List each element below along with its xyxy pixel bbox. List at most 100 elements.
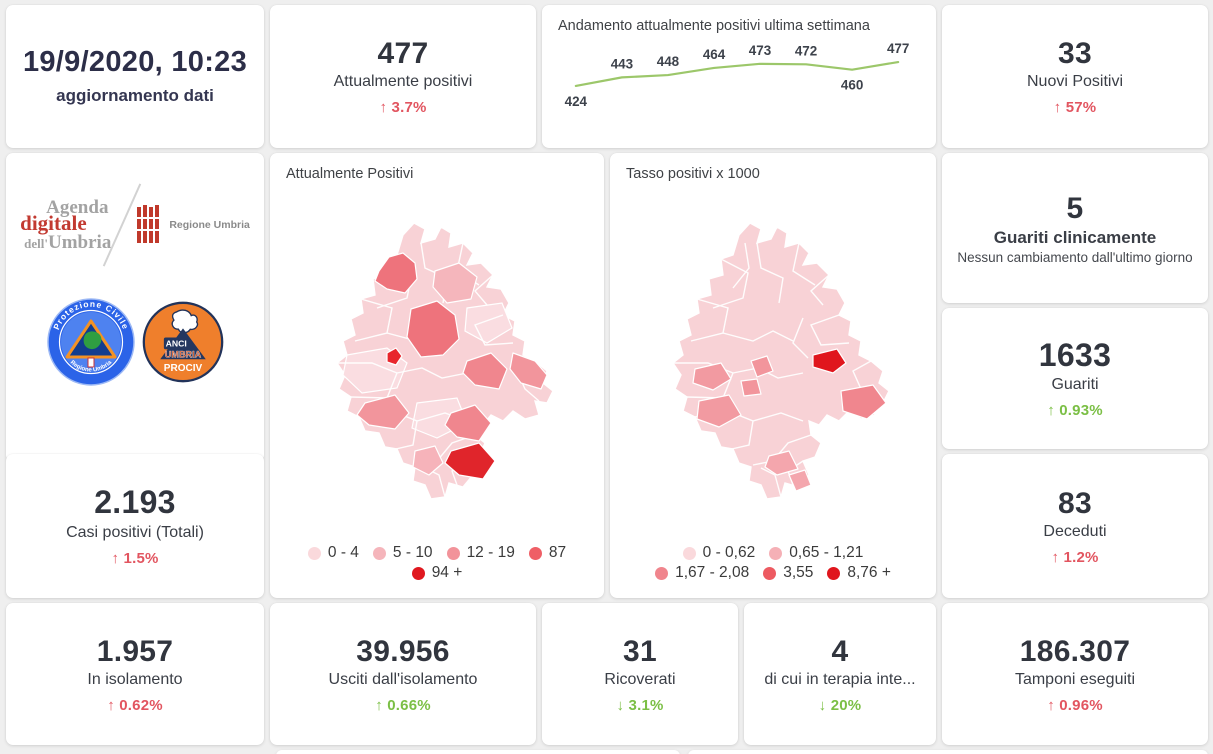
nuovi-positivi-value: 33 <box>1058 37 1092 70</box>
usciti-isolamento-label: Usciti dall'isolamento <box>328 670 478 688</box>
legend-item: 0 - 0,62 <box>682 544 756 562</box>
trend-title: Andamento attualmente positivi ultima se… <box>558 18 870 34</box>
svg-text:473: 473 <box>749 43 771 58</box>
protezione-civile-logo: Protezione Civile Regione Umbria <box>47 298 135 386</box>
legend-dot-icon <box>307 546 321 560</box>
card-map-attualmente-positivi: Attualmente Positivi <box>270 153 604 598</box>
deceduti-value: 83 <box>1058 486 1092 520</box>
svg-text:443: 443 <box>611 56 633 71</box>
legend-dot-icon <box>769 546 783 560</box>
guariti-clinicamente-value: 5 <box>1066 191 1084 225</box>
card-nuovi-positivi: 33 Nuovi Positivi ↑ 57% <box>942 5 1208 148</box>
svg-text:477: 477 <box>887 41 909 56</box>
legend-label: 12 - 19 <box>466 544 515 561</box>
civil-protection-logos: Protezione Civile Regione Umbria ANCI UM… <box>46 297 224 387</box>
in-isolamento-label: In isolamento <box>87 670 183 688</box>
deceduti-label: Deceduti <box>1043 522 1107 540</box>
legend-label: 0,65 - 1,21 <box>789 544 864 561</box>
ricoverati-delta: ↓ 3.1% <box>616 696 664 714</box>
deceduti-delta: ↑ 1.2% <box>1051 548 1099 566</box>
card-trend-sparkline: Andamento attualmente positivi ultima se… <box>542 5 936 148</box>
legend-dot-icon <box>372 546 386 560</box>
legend-label: 3,55 <box>783 564 814 581</box>
legend-label: 94 + <box>431 564 463 581</box>
partial-card <box>276 750 680 754</box>
card-logos: Agenda digitale dell'Umbria Regione Umbr… <box>6 153 264 462</box>
legend-label: 8,76 + <box>847 564 891 581</box>
umbria-map-tasso[interactable] <box>649 213 897 513</box>
usciti-isolamento-delta: ↑ 0.66% <box>375 696 431 714</box>
map-attualmente-title: Attualmente Positivi <box>286 166 414 182</box>
legend-item: 3,55 <box>763 564 813 582</box>
legend-dot-icon <box>763 566 777 580</box>
guariti-clinicamente-note: Nessun cambiamento dall'ultimo giorno <box>957 249 1193 265</box>
legend-item: 87 <box>528 544 567 562</box>
svg-text:448: 448 <box>657 54 680 69</box>
legend-dot-icon <box>827 566 841 580</box>
partial-card <box>688 750 1208 754</box>
guariti-delta: ↑ 0.93% <box>1047 402 1103 420</box>
ricoverati-value: 31 <box>623 634 657 668</box>
legend-item: 94 + <box>411 564 463 582</box>
legend-item: 8,76 + <box>827 564 891 582</box>
agenda-digitale-wordmark: Agenda digitale dell'Umbria <box>20 198 111 252</box>
casi-totali-delta: ↑ 1.5% <box>111 549 159 567</box>
attualmente-positivi-value: 477 <box>377 37 429 70</box>
card-deceduti: 83 Deceduti ↑ 1.2% <box>942 454 1208 598</box>
update-date-value: 19/9/2020, 10:23 <box>22 46 248 79</box>
terapia-intensiva-label: di cui in terapia inte... <box>764 670 916 688</box>
card-casi-positivi-totali: 2.193 Casi positivi (Totali) ↑ 1.5% <box>6 454 264 598</box>
card-update-date: 19/9/2020, 10:23 aggiornamento dati <box>6 5 264 148</box>
card-ricoverati: 31 Ricoverati ↓ 3.1% <box>542 603 738 745</box>
usciti-isolamento-value: 39.956 <box>356 634 450 668</box>
legend-dot-icon <box>682 546 696 560</box>
card-attualmente-positivi: 477 Attualmente positivi ↑ 3.7% <box>270 5 536 148</box>
casi-totali-label: Casi positivi (Totali) <box>66 523 204 541</box>
svg-text:424: 424 <box>565 94 588 108</box>
agenda-word: Agenda <box>46 197 109 218</box>
legend-label: 0 - 0,62 <box>702 544 756 561</box>
map-attualmente-legend: 0 - 4 5 - 10 12 - 19 87 94 + <box>270 544 604 598</box>
umbria-map-attualmente[interactable] <box>313 213 561 513</box>
ricoverati-label: Ricoverati <box>604 670 676 688</box>
casi-totali-value: 2.193 <box>94 484 176 521</box>
legend-item: 0,65 - 1,21 <box>769 544 863 562</box>
svg-text:472: 472 <box>795 43 817 58</box>
digitale-word: digitale <box>20 211 87 235</box>
legend-dot-icon <box>446 546 460 560</box>
legend-label: 87 <box>548 544 567 561</box>
anci-prociv-logo: ANCI UMBRIA PROCIV <box>142 301 224 383</box>
trend-sparkline[interactable]: 424 443 448 464 473 472 460 477 <box>544 36 932 108</box>
legend-item: 0 - 4 <box>307 544 359 562</box>
tamponi-delta: ↑ 0.96% <box>1047 696 1103 714</box>
card-guariti-clinicamente: 5 Guariti clinicamente Nessun cambiament… <box>942 153 1208 303</box>
legend-label: 1,67 - 2,08 <box>675 564 750 581</box>
legend-label: 0 - 4 <box>327 544 359 561</box>
card-guariti: 1633 Guariti ↑ 0.93% <box>942 308 1208 449</box>
legend-dot-icon <box>411 566 425 580</box>
svg-text:UMBRIA: UMBRIA <box>165 349 202 359</box>
svg-text:460: 460 <box>841 78 863 93</box>
tamponi-label: Tamponi eseguiti <box>1014 670 1136 688</box>
svg-text:PROCIV: PROCIV <box>164 363 203 374</box>
tamponi-value: 186.307 <box>1019 634 1131 668</box>
map-tasso-legend: 0 - 0,62 0,65 - 1,21 1,67 - 2,08 3,55 8,76 + <box>610 544 936 598</box>
legend-item: 5 - 10 <box>372 544 433 562</box>
regione-umbria-bars-icon <box>137 205 160 243</box>
legend-item: 1,67 - 2,08 <box>655 564 749 582</box>
in-isolamento-delta: ↑ 0.62% <box>107 696 163 714</box>
terapia-intensiva-value: 4 <box>831 634 849 668</box>
update-date-label: aggiornamento dati <box>56 85 214 105</box>
agenda-digitale-logo: Agenda digitale dell'Umbria Regione Umbr… <box>20 169 250 281</box>
card-in-isolamento: 1.957 In isolamento ↑ 0.62% <box>6 603 264 745</box>
svg-text:464: 464 <box>703 47 726 62</box>
in-isolamento-value: 1.957 <box>96 634 174 668</box>
legend-dot-icon <box>655 566 669 580</box>
nuovi-positivi-label: Nuovi Positivi <box>1026 73 1124 90</box>
dellumbria-word: dell'Umbria <box>24 232 112 253</box>
svg-text:ANCI: ANCI <box>166 339 187 349</box>
attualmente-positivi-delta: ↑ 3.7% <box>379 99 427 116</box>
terapia-intensiva-delta: ↓ 20% <box>818 696 862 714</box>
attualmente-positivi-label: Attualmente positivi <box>333 73 473 90</box>
